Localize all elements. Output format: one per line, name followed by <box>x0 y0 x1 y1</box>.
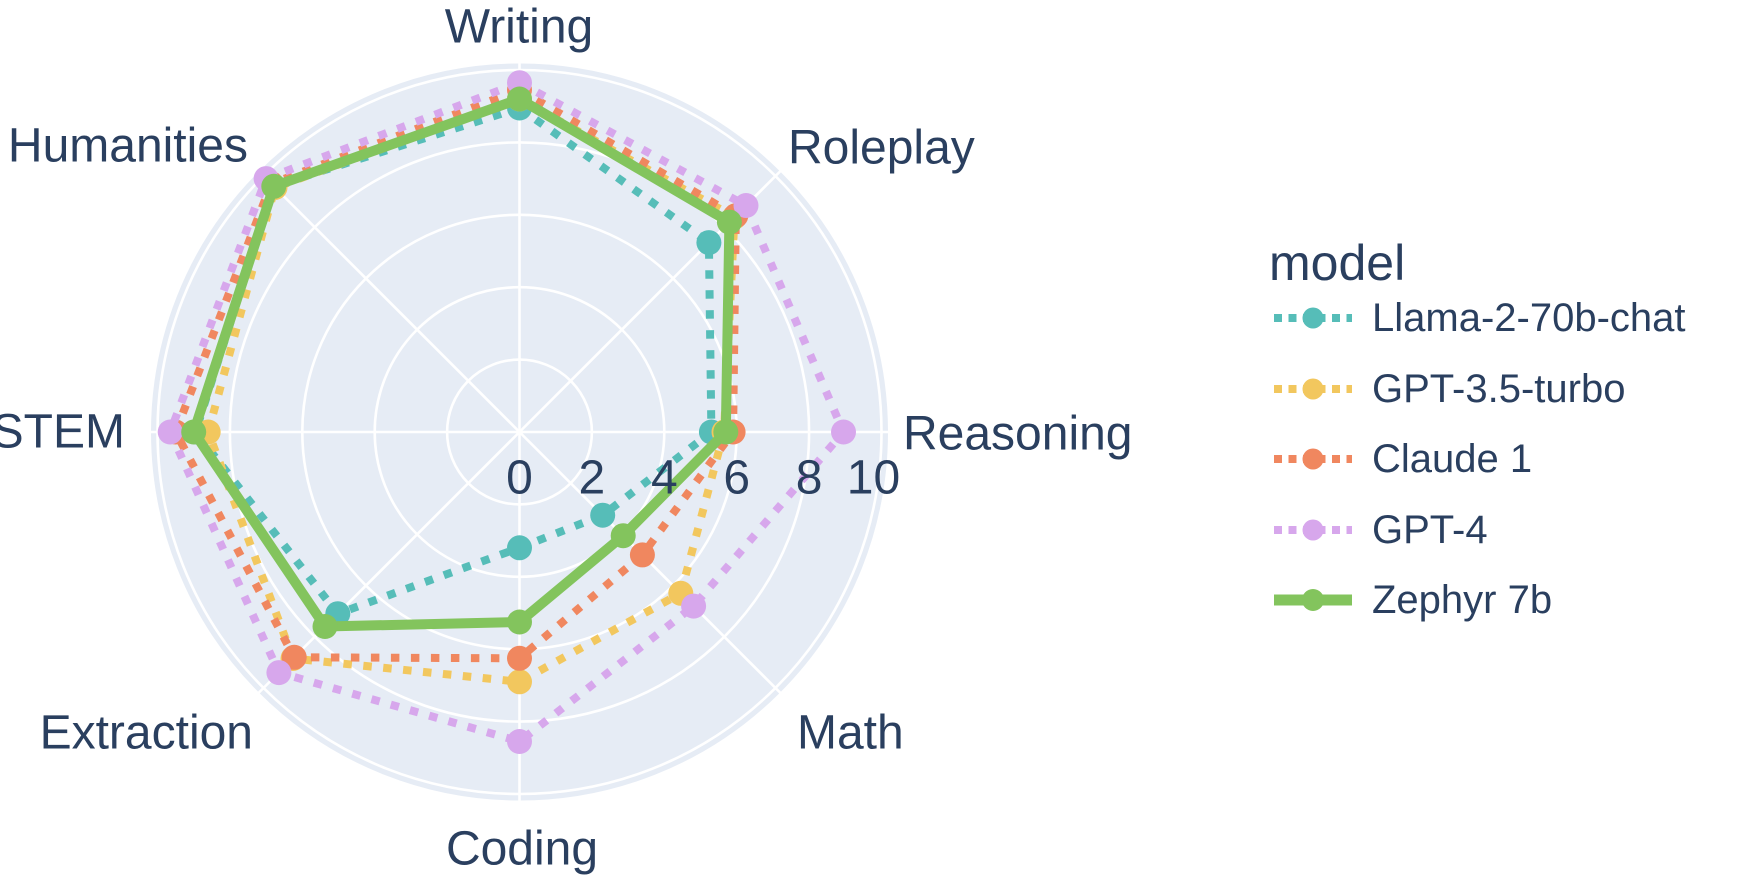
legend-swatch-zephyr-7b <box>1274 589 1352 611</box>
marker-llama-2-70b-chat-roleplay <box>696 230 722 256</box>
legend-label-llama-2-70b-chat: Llama-2-70b-chat <box>1372 295 1686 340</box>
legend-swatch-claude-1 <box>1274 448 1352 470</box>
series-zephyr-7b <box>181 86 742 639</box>
series-line-claude-1 <box>171 85 740 663</box>
marker-gpt-4-roleplay <box>733 193 759 218</box>
legend-item-llama-2-70b-chat[interactable]: Llama-2-70b-chat <box>1272 283 1686 353</box>
marker-gpt-4-coding <box>507 729 532 754</box>
category-label-roleplay: Roleplay <box>788 122 975 175</box>
legend-swatch-llama-2-70b-chat <box>1274 307 1352 329</box>
radial-tick-label-10: 10 <box>847 452 900 505</box>
marker-zephyr-7b-humanities <box>261 173 287 199</box>
legend-title: model <box>1269 235 1406 291</box>
legend-item-claude-1[interactable]: Claude 1 <box>1272 424 1532 494</box>
marker-zephyr-7b-coding <box>507 609 532 635</box>
legend-swatch-gpt-3-5-turbo <box>1274 378 1352 400</box>
category-label-math: Math <box>797 707 904 760</box>
radial-tick-label-4: 4 <box>651 452 678 505</box>
marker-claude-1-math <box>629 542 655 568</box>
legend-swatch-gpt-4 <box>1274 519 1352 541</box>
marker-zephyr-7b-writing <box>507 86 532 112</box>
category-label-stem: STEM <box>0 406 125 459</box>
marker-gpt-4-stem <box>157 419 183 445</box>
category-label-reasoning: Reasoning <box>903 408 1133 461</box>
legend-label-zephyr-7b: Zephyr 7b <box>1372 577 1553 622</box>
radial-tick-label-8: 8 <box>796 452 823 505</box>
marker-gpt-4-reasoning <box>831 419 856 445</box>
category-label-writing: Writing <box>445 1 593 54</box>
legend-label-claude-1: Claude 1 <box>1372 436 1533 481</box>
marker-gpt-4-extraction <box>266 660 292 686</box>
radial-tick-label-0: 0 <box>506 452 533 505</box>
legend-label-gpt-3-5-turbo: GPT-3.5-turbo <box>1372 366 1626 411</box>
legend-item-gpt-4[interactable]: GPT-4 <box>1272 495 1488 565</box>
legend-item-zephyr-7b[interactable]: Zephyr 7b <box>1272 565 1552 635</box>
marker-zephyr-7b-math <box>610 523 636 549</box>
category-label-extraction: Extraction <box>40 707 253 760</box>
marker-zephyr-7b-roleplay <box>716 209 742 235</box>
legend: model Llama-2-70b-chat GPT-3.5-turbo Claud… <box>1269 235 1686 622</box>
marker-claude-1-extraction <box>281 644 307 670</box>
marker-claude-1-coding <box>507 645 532 671</box>
marker-llama-2-70b-chat-coding <box>507 535 532 561</box>
category-label-humanities: Humanities <box>8 120 248 173</box>
marker-zephyr-7b-stem <box>181 419 207 445</box>
marker-zephyr-7b-extraction <box>312 614 338 639</box>
radial-tick-label-2: 2 <box>579 452 606 505</box>
legend-item-gpt-3-5-turbo[interactable]: GPT-3.5-turbo <box>1272 354 1625 424</box>
marker-llama-2-70b-chat-math <box>590 502 616 528</box>
marker-gpt-4-math <box>681 593 707 619</box>
marker-zephyr-7b-reasoning <box>713 419 739 445</box>
legend-label-gpt-4: GPT-4 <box>1372 507 1488 552</box>
spoke-humanities <box>256 169 521 433</box>
radial-tick-label-6: 6 <box>723 452 750 505</box>
marker-gpt-3-5-turbo-coding <box>507 669 532 695</box>
category-label-coding: Coding <box>446 823 598 876</box>
